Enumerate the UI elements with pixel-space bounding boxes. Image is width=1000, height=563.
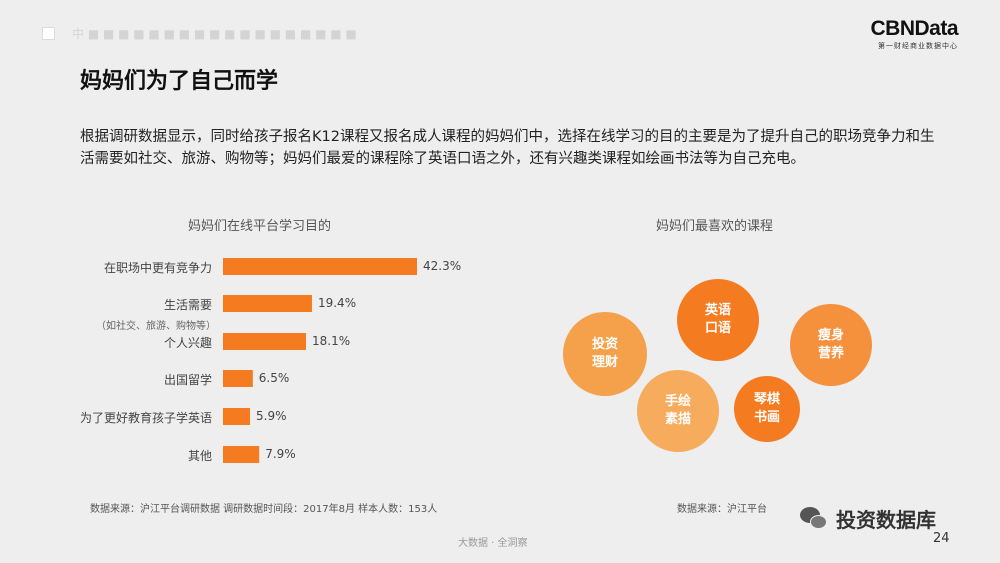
bar-3: [223, 370, 253, 387]
header-faded-caption: 中 ■ ■ ■ ■ ■ ■ ■ ■ ■ ■ ■ ■ ■ ■ ■ ■ ■ ■: [72, 27, 357, 41]
bubble-chart-title: 妈妈们最喜欢的课程: [656, 219, 774, 234]
bubble-2: 手绘 素描: [637, 370, 719, 452]
bar-value-label-0: 42.3%: [423, 259, 462, 273]
page-title: 妈妈们为了自己而学: [80, 69, 279, 94]
bubble-label-0: 投资 理财: [591, 337, 618, 370]
header-square-icon: [42, 27, 55, 40]
bar-2: [223, 333, 307, 350]
bubble-0: 投资 理财: [563, 312, 647, 396]
wechat-watermark: 投资数据库: [800, 504, 936, 533]
logo-main-text: CBNData: [870, 17, 958, 40]
bubble-4: 瘦身 营养: [790, 304, 872, 386]
cbndata-logo: CBNData 第一财经商业数据中心: [870, 18, 958, 51]
bar-5: [223, 446, 260, 463]
logo-sub-text: 第一财经商业数据中心: [878, 42, 958, 50]
page-number: 24: [933, 531, 950, 546]
bar-category-label-0: 在职场中更有竞争力: [103, 261, 212, 275]
intro-paragraph: 根据调研数据显示，同时给孩子报名K12课程又报名成人课程的妈妈们中，选择在线学习…: [80, 129, 935, 167]
bar-chart-title: 妈妈们在线平台学习目的: [188, 219, 332, 234]
bar-chart-source: 数据来源：沪江平台调研数据 调研数据时间段：2017年8月 样本人数：153人: [90, 504, 438, 515]
bubble-label-2: 手绘 素描: [664, 394, 691, 427]
bar-value-label-3: 6.5%: [258, 371, 290, 385]
bar-1: [223, 295, 312, 312]
bar-value-label-5: 7.9%: [265, 447, 296, 461]
wechat-icon: [800, 506, 828, 531]
bar-value-label-2: 18.1%: [312, 334, 351, 348]
bubble-chart-source: 数据来源：沪江平台: [677, 504, 767, 515]
bubble-3: 琴棋 书画: [734, 376, 800, 442]
bar-category-note-1: （如社交、旅游、购物等）: [96, 321, 216, 332]
bubble-1: 英语 口语: [677, 279, 759, 361]
bubble-label-4: 瘦身 营养: [817, 328, 844, 361]
footer-slogan: 大数据 · 全洞察: [458, 538, 528, 549]
bar-4: [223, 408, 251, 425]
bubble-label-3: 琴棋 书画: [753, 392, 780, 425]
bubble-label-1: 英语 口语: [704, 303, 731, 336]
bar-category-label-5: 其他: [187, 449, 212, 463]
bar-value-label-1: 19.4%: [317, 296, 357, 310]
bar-category-label-3: 出国留学: [163, 373, 212, 387]
bar-value-label-4: 5.9%: [256, 409, 287, 423]
wechat-name: 投资数据库: [836, 508, 936, 532]
bar-0: [223, 258, 417, 275]
bar-category-label-2: 个人兴趣: [163, 336, 212, 350]
bar-category-label-4: 为了更好教育孩子学英语: [79, 411, 212, 425]
bar-category-label-1: 生活需要: [163, 298, 212, 312]
